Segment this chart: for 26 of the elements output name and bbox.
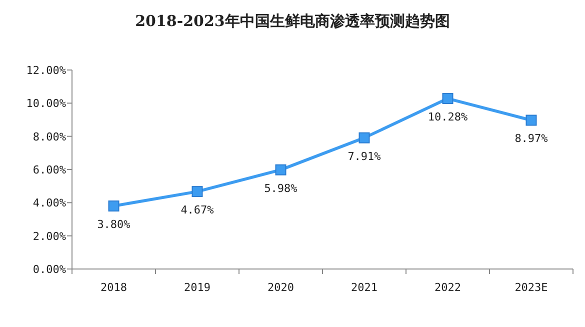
y-tick-label: 2.00% [32, 230, 66, 243]
y-tick-label: 4.00% [32, 196, 66, 210]
point [358, 132, 370, 144]
data-label: 5.98% [264, 182, 298, 195]
point [526, 114, 537, 126]
data-label: 4.67% [180, 204, 214, 217]
point [442, 93, 454, 104]
point [108, 200, 120, 212]
chart-title: 2018-2023年中国生鲜电商渗透率预测趋势图 [135, 12, 450, 30]
y-tick-label: 8.00% [32, 130, 66, 144]
point [192, 186, 203, 198]
x-tick-label: 2020 [268, 281, 294, 294]
point [275, 164, 286, 176]
data-label: 8.97% [514, 132, 548, 146]
y-tick-label: 12.00% [26, 64, 66, 77]
x-tick-label: 2023E [514, 281, 548, 294]
y-tick-label: 10.00% [26, 97, 66, 110]
x-tick-label: 2022 [434, 281, 461, 294]
y-tick-label: 0.00% [32, 263, 66, 276]
x-tick-label: 2019 [184, 281, 210, 294]
x-tick-label: 2021 [351, 281, 378, 294]
y-tick-label: 6.00% [32, 164, 66, 176]
x-tick-label: 2018 [100, 281, 127, 294]
data-label: 3.80% [97, 218, 131, 231]
data-label: 10.28% [428, 110, 468, 124]
data-label: 7.91% [348, 150, 382, 163]
